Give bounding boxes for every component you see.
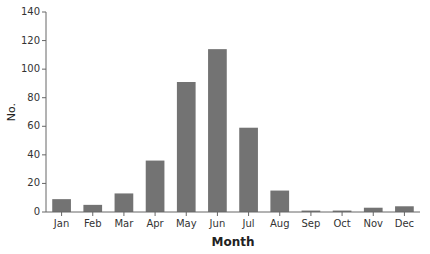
x-axis-label: Month [211,235,254,249]
x-tick-label: Apr [146,218,164,229]
y-axis-line [46,12,47,212]
y-tick [42,69,46,70]
x-tick [279,212,280,216]
y-tick-label: 120 [21,35,40,46]
x-tick-label: Oct [333,218,350,229]
bar [270,191,289,212]
y-tick-label: 80 [27,92,40,103]
y-tick-label: 100 [21,63,40,74]
y-tick-label: 40 [27,149,40,160]
y-tick [42,212,46,213]
y-tick-label: 0 [34,206,40,217]
x-tick [373,212,374,216]
y-tick [42,12,46,13]
y-tick [42,40,46,41]
bar [52,199,71,212]
x-tick [155,212,156,216]
bar [115,193,134,212]
x-tick-label: Nov [363,218,383,229]
x-tick [186,212,187,216]
x-tick-label: Jan [53,218,69,229]
x-tick [404,212,405,216]
x-tick-label: Feb [84,218,102,229]
x-tick [92,212,93,216]
x-axis-line [46,212,420,213]
x-tick-label: Sep [301,218,320,229]
x-tick [310,212,311,216]
x-tick-label: Jul [242,218,255,229]
y-tick-label: 60 [27,120,40,131]
x-axis: Jan Feb Mar Apr May Jun Jul Aug Sep Oct Nov Dec [46,212,420,229]
chart-container: 0 20 40 60 80 100 120 140 Jan Feb Mar Apr May Jun Jul A… [0,0,430,254]
x-tick-label: Jun [209,218,226,229]
page: {"chart_data": {"type": "bar", "categori… [0,0,430,254]
y-axis: 0 20 40 60 80 100 120 140 [21,6,46,217]
y-tick [42,126,46,127]
bar [177,82,196,212]
bar [395,206,414,212]
x-tick [123,212,124,216]
chart-svg: 0 20 40 60 80 100 120 140 Jan Feb Mar Apr May Jun Jul A… [0,0,430,254]
bar [146,161,165,212]
bar [208,49,227,212]
x-tick-label: May [176,218,197,229]
x-tick-label: Dec [395,218,414,229]
y-tick [42,97,46,98]
bars [52,49,414,212]
bar [83,205,102,212]
x-tick-label: Aug [270,218,290,229]
x-tick-label: Mar [114,218,134,229]
y-tick-label: 20 [27,177,40,188]
x-tick [61,212,62,216]
bar [364,208,383,212]
x-tick [217,212,218,216]
x-tick [342,212,343,216]
bar [239,128,258,212]
y-tick-label: 140 [21,6,40,17]
y-axis-label: No. [5,103,18,121]
x-tick [248,212,249,216]
y-tick [42,154,46,155]
y-tick [42,183,46,184]
